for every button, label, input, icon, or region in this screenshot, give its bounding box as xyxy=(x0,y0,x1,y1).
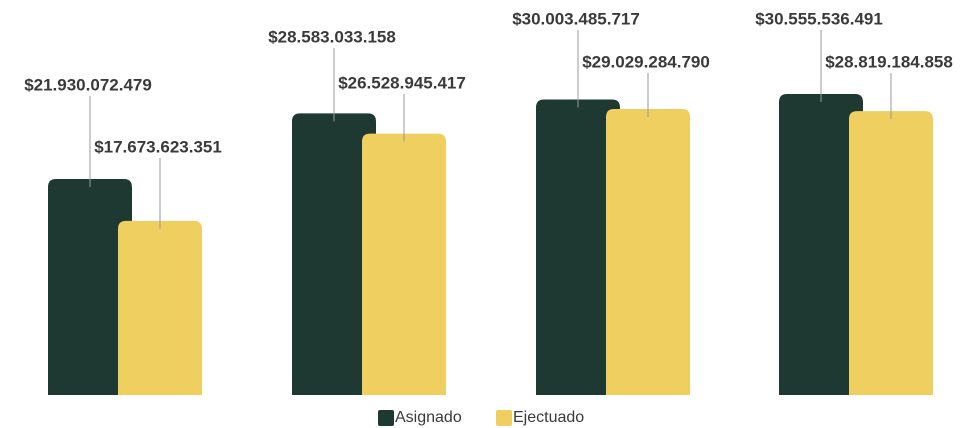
bar xyxy=(779,94,863,395)
legend-label: Ejectuado xyxy=(513,409,584,426)
bar xyxy=(292,113,376,395)
value-label: $29.029.284.790 xyxy=(582,52,710,71)
bar xyxy=(536,99,620,395)
value-label: $30.555.536.491 xyxy=(755,9,883,28)
bar xyxy=(118,220,202,395)
value-label: $28.819.184.858 xyxy=(825,52,953,71)
value-label: $21.930.072.479 xyxy=(24,75,152,94)
value-label: $30.003.485.717 xyxy=(512,9,640,28)
bar xyxy=(849,111,933,396)
legend-label: Asignado xyxy=(395,409,462,426)
legend-swatch xyxy=(378,410,394,426)
value-label: $26.528.945.417 xyxy=(338,73,466,92)
bar xyxy=(362,133,446,396)
bar xyxy=(48,178,132,395)
value-label: $28.583.033.158 xyxy=(268,27,396,46)
legend-swatch xyxy=(496,410,512,426)
bar xyxy=(606,109,690,395)
value-label: $17.673.623.351 xyxy=(94,137,222,156)
